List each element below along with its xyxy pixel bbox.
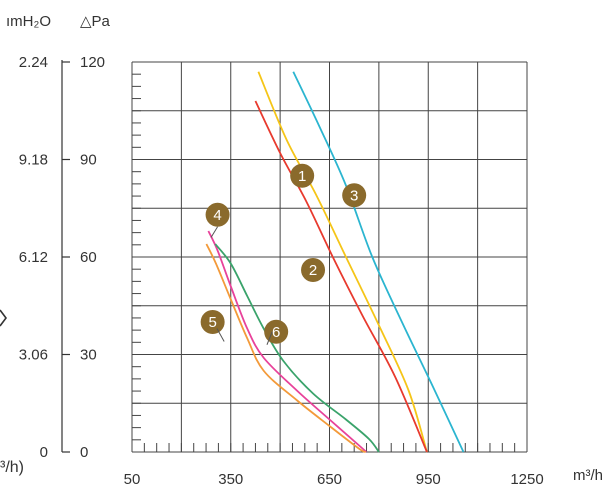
badge-leader-line [216,328,225,342]
y-tick-label-mmh2o: 9.18 [19,152,48,169]
axes [0,60,63,452]
series-line-3 [292,71,465,453]
left-cut-unit-label: ³/h) [0,459,24,476]
x-tick-label: 50 [124,471,141,488]
curve-badge-3 [342,183,367,208]
axis-labels: ımH₂O △Pa m³/h ³/h) 50 350 650 950 125003060… [0,13,603,488]
curve-badge-label: 2 [309,262,317,279]
series-line-5 [205,243,367,453]
y-tick-label-pa: 90 [80,152,97,169]
series-line-4 [207,230,367,453]
minor-ticks [131,61,528,453]
x-tick-label: 650 [317,471,342,488]
y-unit-right-label: △Pa [80,13,111,30]
y-tick-label-pa: 120 [80,54,105,71]
curve-badge-label: 6 [272,324,280,341]
curve-badge-label: 4 [213,207,221,224]
x-unit-label: m³/h [573,467,603,484]
y-tick-label-pa: 30 [80,347,97,364]
curve-badge-label: 3 [350,187,358,204]
series-line-1 [257,71,428,453]
x-tick-label: 950 [416,471,441,488]
y-tick-label-mmh2o: 2.24 [19,54,48,71]
series-line-2 [254,100,428,453]
curve-badges: 1 2 3 4 5 6 [200,163,367,345]
curve-badge-label: 1 [298,168,306,185]
y-unit-left-label: ımH₂O [6,13,51,30]
y-tick-label-mmh2o: 3.06 [19,347,48,364]
x-tick-label: 1250 [510,471,543,488]
badge-leader-line [210,226,219,238]
curve-badge-label: 5 [208,314,216,331]
curve-badge-2 [301,258,326,282]
arrow-fragment-icon [0,309,7,327]
curve-badge-1 [290,163,315,188]
curve-badge-4 [205,202,230,227]
curve-badge-5 [200,310,225,334]
series-curves [205,71,465,453]
y-tick-label-mmh2o: 6.12 [19,249,48,266]
y-tick-label-pa: 60 [80,249,97,266]
y-tick-label-pa: 0 [80,444,88,461]
series-line-6 [214,243,380,453]
x-tick-label: 350 [218,471,243,488]
grid [131,61,528,453]
y-tick-label-mmh2o: 0 [40,444,48,461]
badge-leader-line [266,331,273,345]
